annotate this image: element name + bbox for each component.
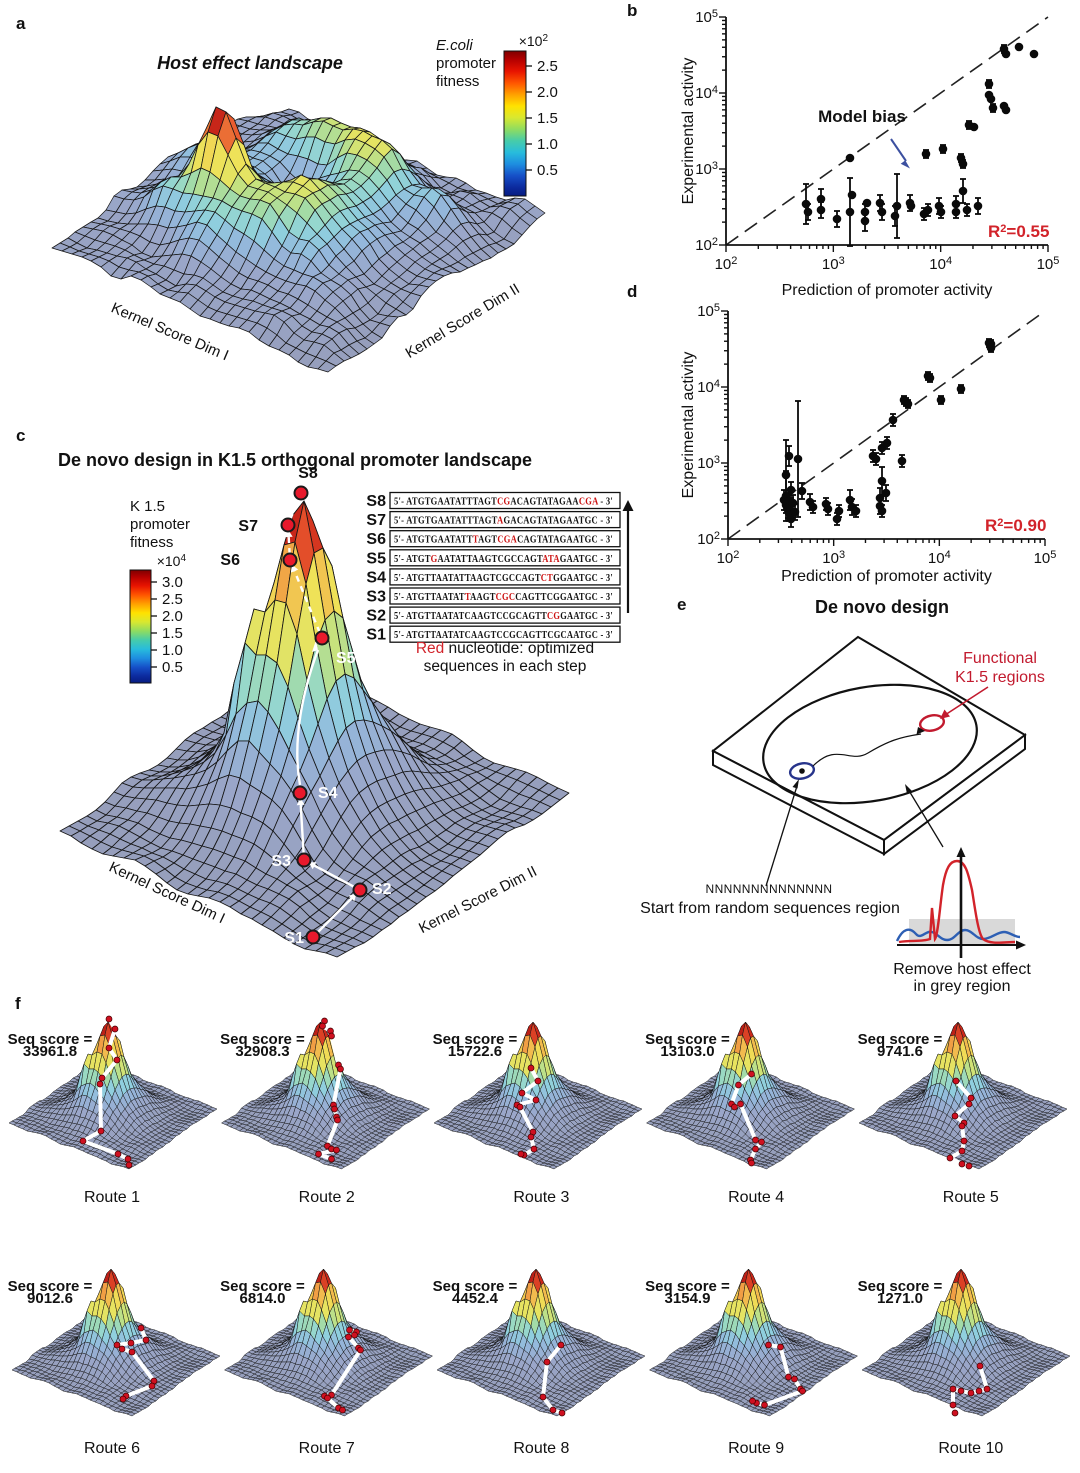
svg-text:Seq score =: Seq score = — [645, 1031, 730, 1048]
svg-text:Seq score =: Seq score = — [8, 1031, 93, 1048]
svg-text:9012.6: 9012.6 — [27, 1290, 73, 1307]
svg-text:Seq score =: Seq score = — [220, 1278, 305, 1295]
svg-text:Experimental activity: Experimental activity — [680, 352, 697, 499]
svg-text:S2: S2 — [366, 608, 386, 625]
svg-text:Route 4: Route 4 — [728, 1189, 784, 1206]
svg-text:13103.0: 13103.0 — [660, 1043, 714, 1060]
svg-text:S8: S8 — [298, 465, 318, 482]
svg-text:S5: S5 — [336, 650, 356, 667]
svg-text:32908.3: 32908.3 — [235, 1043, 289, 1060]
svg-text:S2: S2 — [372, 881, 392, 898]
svg-text:Seq score =: Seq score = — [433, 1278, 518, 1295]
svg-text:Prediction of promoter activit: Prediction of promoter activity — [782, 282, 993, 299]
svg-text:in grey region: in grey region — [914, 978, 1011, 995]
svg-text:R2=0.55: R2=0.55 — [988, 222, 1049, 241]
svg-text:×104: ×104 — [157, 553, 187, 569]
svg-text:S4: S4 — [318, 785, 338, 802]
svg-text:5'- ATGTGAATATTTAGTCGACAGTATAG: 5'- ATGTGAATATTTAGTCGACAGTATAGAATGC - 3' — [394, 535, 613, 546]
svg-text:e: e — [677, 595, 686, 614]
svg-text:2.0: 2.0 — [537, 84, 558, 101]
svg-text:S3: S3 — [271, 853, 291, 870]
svg-text:Seq score =: Seq score = — [645, 1278, 730, 1295]
svg-text:33961.8: 33961.8 — [23, 1043, 77, 1060]
svg-text:1.0: 1.0 — [537, 136, 558, 153]
svg-text:Route 10: Route 10 — [938, 1440, 1003, 1457]
svg-text:S7: S7 — [238, 518, 258, 535]
svg-text:b: b — [627, 1, 637, 20]
svg-text:S8: S8 — [366, 493, 386, 510]
svg-text:Route 1: Route 1 — [84, 1189, 140, 1206]
svg-text:1.5: 1.5 — [537, 110, 558, 127]
svg-text:1.0: 1.0 — [162, 642, 183, 659]
svg-text:×102: ×102 — [519, 33, 549, 49]
svg-text:promoter: promoter — [130, 516, 190, 533]
svg-text:Remove host effect: Remove host effect — [893, 961, 1031, 978]
svg-text:S6: S6 — [366, 531, 386, 548]
svg-text:Model bias: Model bias — [818, 107, 906, 126]
svg-text:f: f — [15, 994, 21, 1013]
svg-text:Seq score =: Seq score = — [8, 1278, 93, 1295]
svg-text:5'- ATGTTAATATTAAGTCGCCAGTTCGG: 5'- ATGTTAATATTAAGTCGCCAGTTCGGAATGC - 3' — [394, 592, 613, 603]
svg-text:5'- ATGTTAATATTAAGTCGCCAGTCTGG: 5'- ATGTTAATATTAAGTCGCCAGTCTGGAATGC - 3' — [394, 573, 613, 584]
svg-text:0.5: 0.5 — [162, 659, 183, 676]
svg-text:K 1.5: K 1.5 — [130, 498, 165, 515]
svg-text:R2=0.90: R2=0.90 — [985, 516, 1046, 535]
svg-text:Route 6: Route 6 — [84, 1440, 140, 1457]
svg-text:c: c — [16, 426, 25, 445]
svg-text:2.0: 2.0 — [162, 608, 183, 625]
svg-text:Functional: Functional — [963, 650, 1037, 667]
svg-text:Route 2: Route 2 — [299, 1189, 355, 1206]
svg-text:K1.5 regions: K1.5 regions — [955, 669, 1045, 686]
svg-text:Host effect landscape: Host effect landscape — [157, 53, 343, 73]
svg-text:S5: S5 — [366, 550, 386, 567]
svg-text:De novo design in K1.5 orthogo: De novo design in K1.5 orthogonal promot… — [58, 450, 532, 470]
svg-text:De novo design: De novo design — [815, 597, 949, 617]
svg-text:Seq score =: Seq score = — [433, 1031, 518, 1048]
svg-text:1.5: 1.5 — [162, 625, 183, 642]
svg-text:Red nucleotide: optimized: Red nucleotide: optimized — [416, 640, 594, 657]
svg-text:Route 5: Route 5 — [943, 1189, 999, 1206]
svg-text:5'- ATGTGAATATTTAGTAGACAGTATAG: 5'- ATGTGAATATTTAGTAGACAGTATAGAATGC - 3' — [394, 516, 613, 527]
svg-text:NNNNNNNNNNNNNN: NNNNNNNNNNNNNN — [706, 882, 833, 896]
svg-text:fitness: fitness — [436, 73, 479, 90]
svg-text:Seq score =: Seq score = — [858, 1278, 943, 1295]
svg-text:Prediction of promoter activit: Prediction of promoter activity — [781, 568, 992, 585]
svg-text:0.5: 0.5 — [537, 162, 558, 179]
svg-text:5'- ATGTTAATATCAAGTCCGCAGTTCGG: 5'- ATGTTAATATCAAGTCCGCAGTTCGGAATGC - 3' — [394, 611, 613, 622]
svg-text:fitness: fitness — [130, 534, 173, 551]
svg-text:3.0: 3.0 — [162, 574, 183, 591]
svg-text:5'- ATGTTAATATCAAGTCCGCAGTTCGC: 5'- ATGTTAATATCAAGTCCGCAGTTCGCAATGC - 3' — [394, 630, 613, 641]
svg-text:promoter: promoter — [436, 55, 496, 72]
svg-text:2.5: 2.5 — [537, 58, 558, 75]
svg-text:4452.4: 4452.4 — [452, 1290, 499, 1307]
svg-text:5'- ATGTGAATATTTAGTCGACAGTATAG: 5'- ATGTGAATATTTAGTCGACAGTATAGAACGA - 3' — [394, 497, 613, 508]
svg-text:a: a — [16, 14, 26, 33]
svg-text:Route 3: Route 3 — [513, 1189, 569, 1206]
svg-text:Seq score =: Seq score = — [220, 1031, 305, 1048]
svg-text:S4: S4 — [366, 569, 386, 586]
svg-text:15722.6: 15722.6 — [448, 1043, 502, 1060]
svg-text:S7: S7 — [366, 512, 386, 529]
svg-text:5'- ATGTGAATATTAAGTCGCCAGTATAG: 5'- ATGTGAATATTAAGTCGCCAGTATAGAATGC - 3' — [394, 554, 613, 565]
svg-text:S1: S1 — [366, 627, 386, 644]
svg-text:E.coli: E.coli — [436, 37, 473, 54]
svg-text:S1: S1 — [284, 930, 304, 947]
svg-text:S3: S3 — [366, 589, 386, 606]
svg-text:1271.0: 1271.0 — [877, 1290, 923, 1307]
svg-text:Experimental activity: Experimental activity — [680, 58, 697, 205]
svg-text:d: d — [627, 282, 637, 301]
svg-text:2.5: 2.5 — [162, 591, 183, 608]
svg-text:3154.9: 3154.9 — [665, 1290, 711, 1307]
svg-text:6814.0: 6814.0 — [240, 1290, 286, 1307]
svg-text:Route 7: Route 7 — [299, 1440, 355, 1457]
svg-text:Start from random sequences re: Start from random sequences region — [640, 900, 900, 917]
svg-text:S6: S6 — [220, 552, 240, 569]
svg-text:Route 8: Route 8 — [513, 1440, 569, 1457]
svg-text:9741.6: 9741.6 — [877, 1043, 923, 1060]
svg-text:sequences in each step: sequences in each step — [424, 658, 587, 675]
svg-text:Seq score =: Seq score = — [858, 1031, 943, 1048]
svg-text:Route 9: Route 9 — [728, 1440, 784, 1457]
